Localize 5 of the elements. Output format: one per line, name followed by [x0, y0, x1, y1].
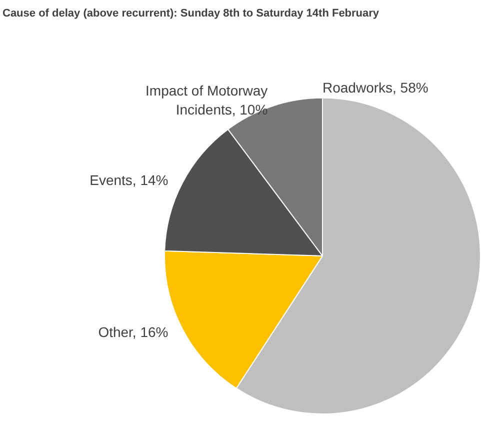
- slice-label: Roadworks, 58%: [322, 79, 428, 96]
- chart-title: Cause of delay (above recurrent): Sunday 8th to Saturday 14th February: [2, 8, 380, 20]
- slice-label: Events, 14%: [90, 172, 168, 188]
- slice-label: Impact of Motorway Incidents, 10%: [146, 82, 268, 118]
- slice-label: Other, 16%: [98, 324, 168, 340]
